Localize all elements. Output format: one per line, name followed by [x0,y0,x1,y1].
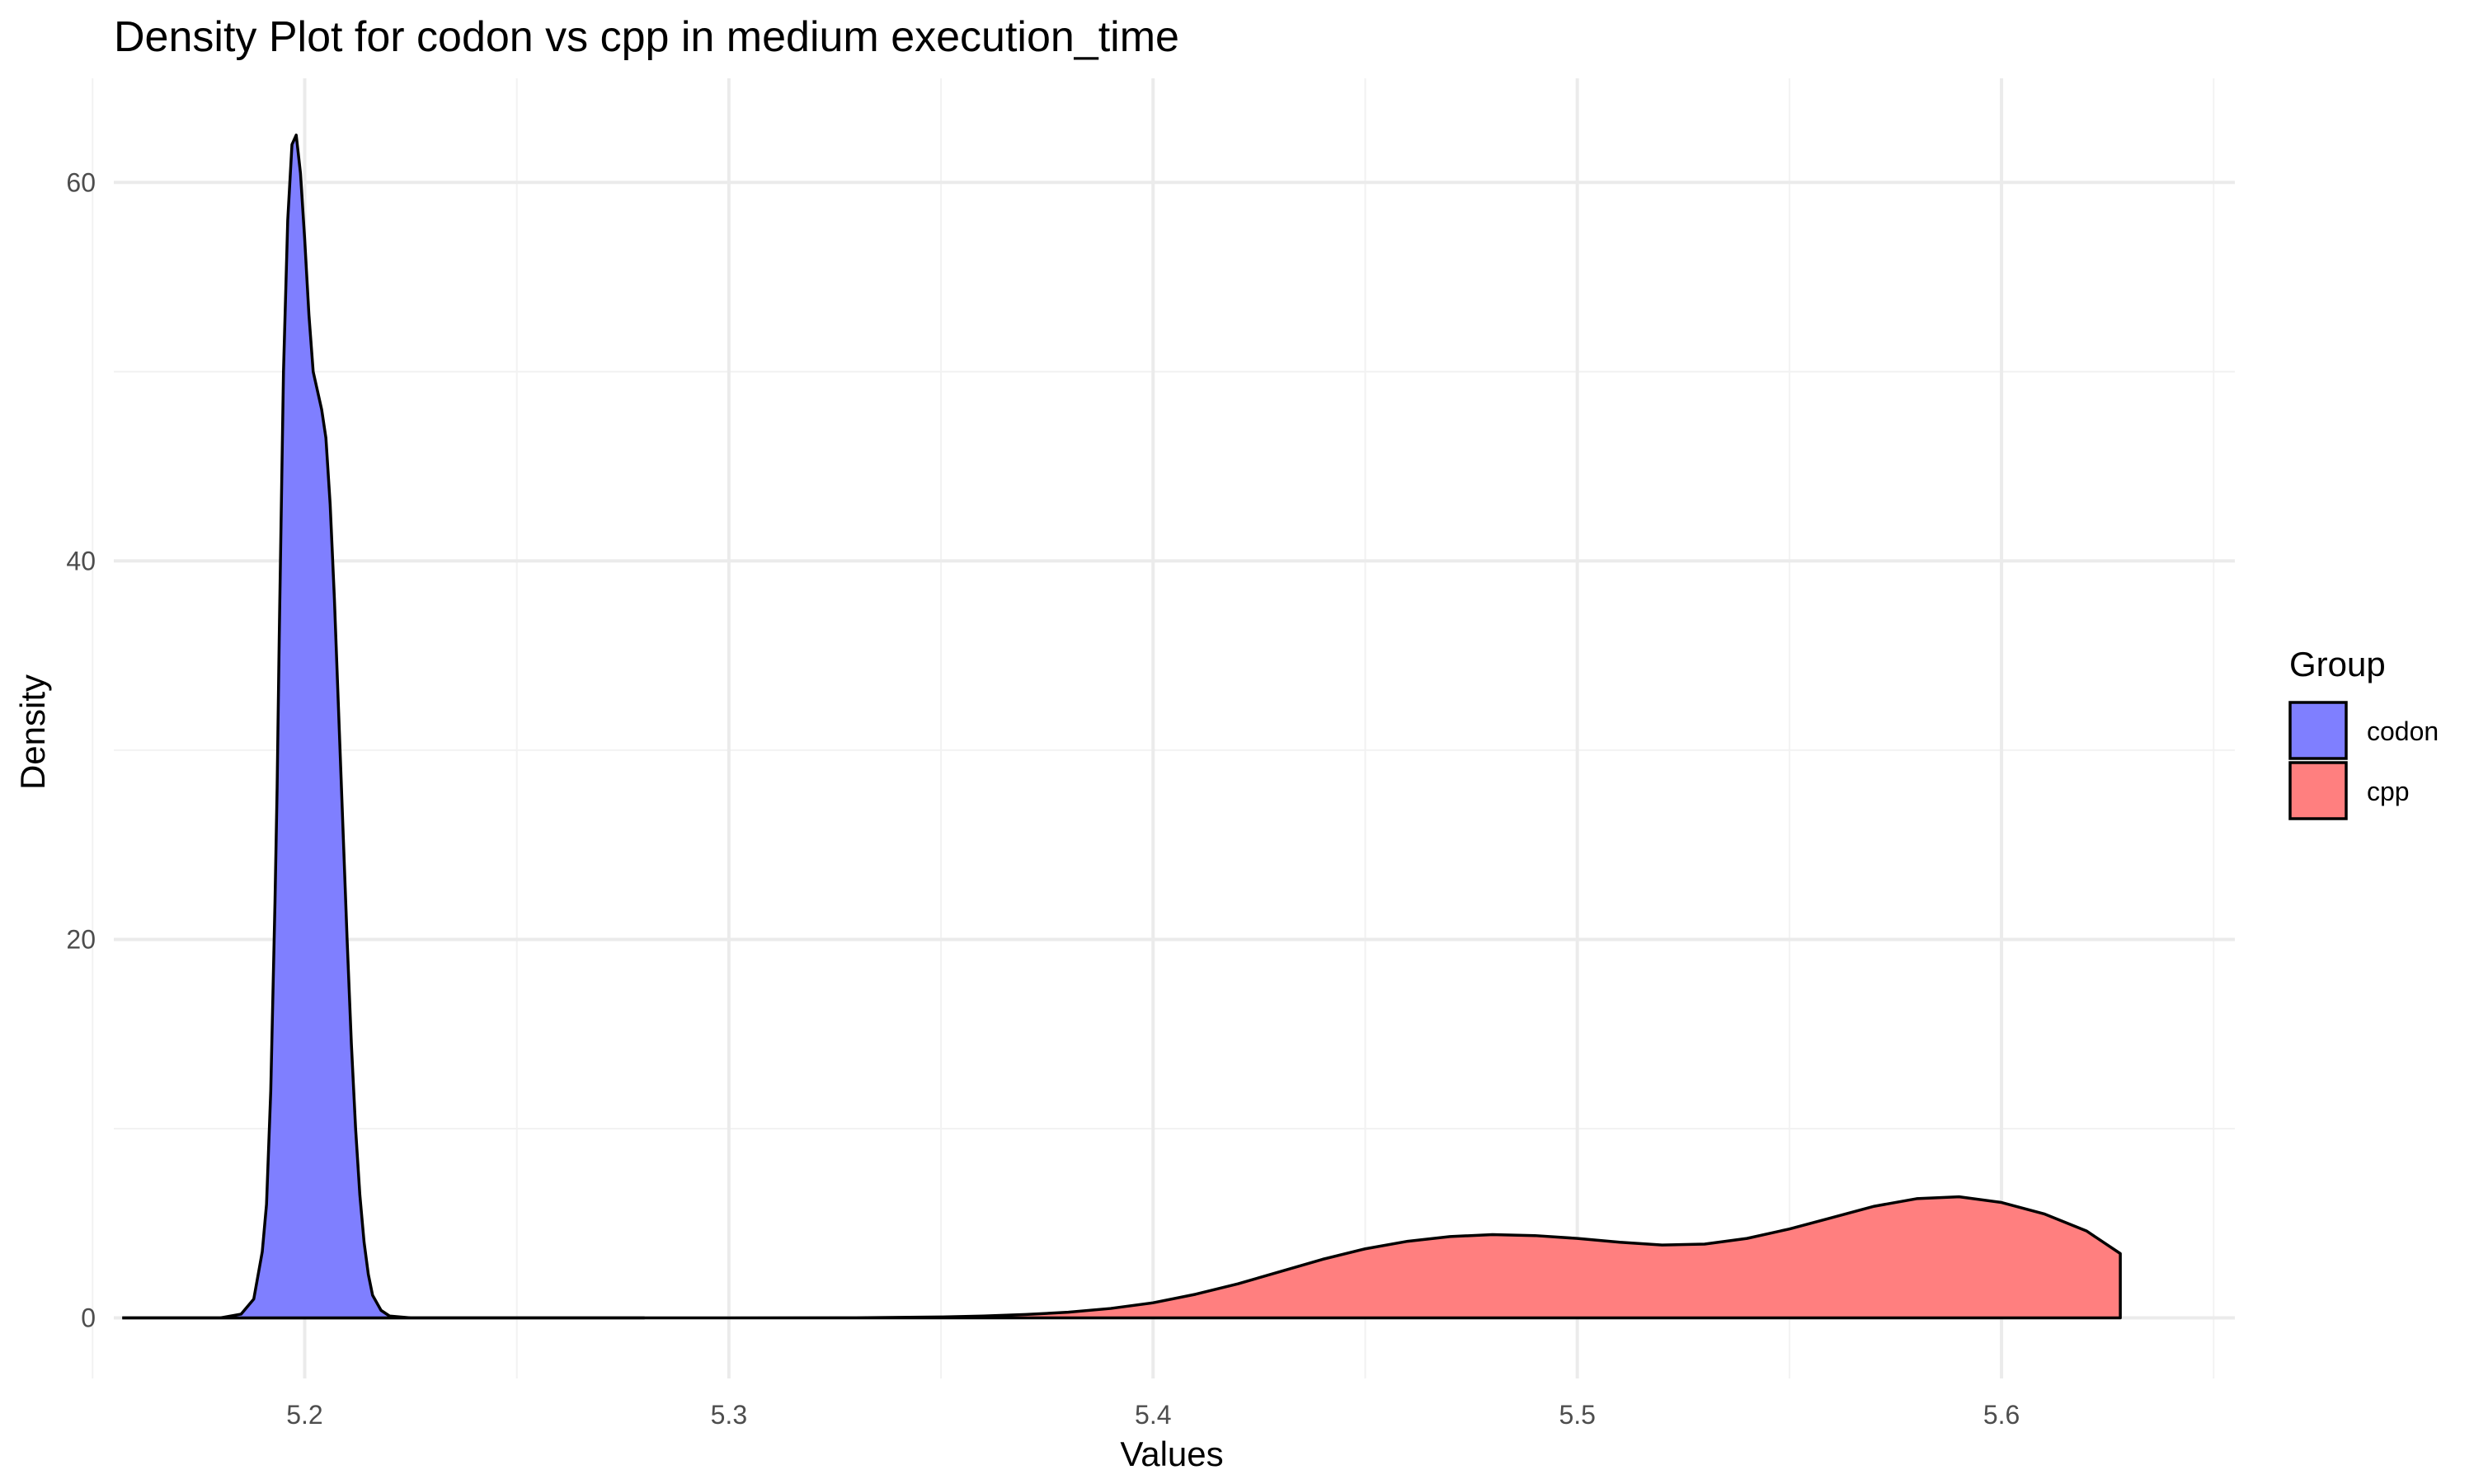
x-tick-label: 5.2 [286,1400,322,1430]
legend-label-codon: codon [2367,716,2439,746]
x-axis-ticks: 5.2 5.3 5.4 5.5 5.6 [286,1400,2020,1430]
chart-title: Density Plot for codon vs cpp in medium … [114,13,1179,61]
legend-key-codon [2288,701,2348,760]
y-axis-ticks: 0 20 40 60 [66,167,96,1332]
y-tick-label: 20 [66,924,96,954]
legend: Group codon cpp [2288,645,2439,820]
y-axis-title: Density [13,674,52,790]
x-tick-label: 5.6 [1983,1400,2020,1430]
legend-title: Group [2289,645,2386,683]
y-tick-label: 40 [66,546,96,575]
density-area-cpp [122,1196,2121,1318]
x-tick-label: 5.5 [1559,1400,1595,1430]
density-outline-cpp [122,1195,2122,1320]
x-tick-label: 5.4 [1135,1400,1171,1430]
x-axis-title: Values [1120,1435,1223,1473]
legend-key-cpp [2288,761,2348,820]
density-areas [122,134,2122,1320]
grid-lines [92,78,2235,1378]
density-outline-codon [122,134,646,1320]
density-area-codon [122,134,645,1318]
y-tick-label: 60 [66,167,96,197]
x-tick-label: 5.3 [711,1400,747,1430]
legend-label-cpp: cpp [2367,777,2410,806]
y-tick-label: 0 [81,1303,96,1333]
